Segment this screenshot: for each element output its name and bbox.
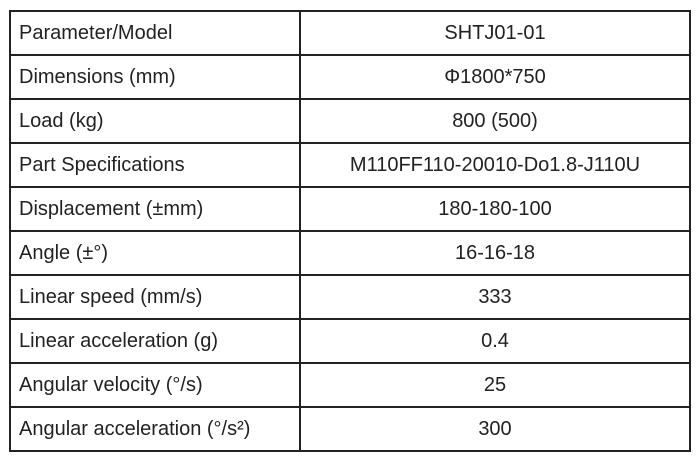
table-row: Linear acceleration (g) 0.4 [9, 318, 691, 364]
table-row: Linear speed (mm/s) 333 [9, 274, 691, 320]
table-row: Part Specifications M110FF110-20010-Do1.8… [9, 142, 691, 188]
parameter-cell: Parameter/Model [9, 10, 301, 56]
parameter-cell: Angular velocity (°/s) [9, 362, 301, 408]
value-cell: 180-180-100 [299, 186, 691, 232]
value-cell: 16-16-18 [299, 230, 691, 276]
parameter-cell: Linear acceleration (g) [9, 318, 301, 364]
value-cell: 333 [299, 274, 691, 320]
spec-table: Parameter/Model SHTJ01-01 Dimensions (mm) Φ… [9, 10, 691, 452]
value-cell: Φ1800*750 [299, 54, 691, 100]
table-row: Angle (±°) 16-16-18 [9, 230, 691, 276]
table-row: Displacement (±mm) 180-180-100 [9, 186, 691, 232]
table-row: Load (kg) 800 (500) [9, 98, 691, 144]
value-cell: M110FF110-20010-Do1.8-J110U [299, 142, 691, 188]
value-cell: 0.4 [299, 318, 691, 364]
value-cell: 25 [299, 362, 691, 408]
table-row: Angular velocity (°/s) 25 [9, 362, 691, 408]
table-row: Dimensions (mm) Φ1800*750 [9, 54, 691, 100]
table-row: Angular acceleration (°/s²) 300 [9, 406, 691, 452]
table-body: Parameter/Model SHTJ01-01 Dimensions (mm) Φ… [9, 10, 691, 452]
parameter-cell: Displacement (±mm) [9, 186, 301, 232]
parameter-cell: Angle (±°) [9, 230, 301, 276]
value-cell: SHTJ01-01 [299, 10, 691, 56]
parameter-cell: Dimensions (mm) [9, 54, 301, 100]
parameter-cell: Load (kg) [9, 98, 301, 144]
parameter-cell: Angular acceleration (°/s²) [9, 406, 301, 452]
parameter-cell: Part Specifications [9, 142, 301, 188]
table-row: Parameter/Model SHTJ01-01 [9, 10, 691, 56]
value-cell: 300 [299, 406, 691, 452]
parameter-cell: Linear speed (mm/s) [9, 274, 301, 320]
value-cell: 800 (500) [299, 98, 691, 144]
